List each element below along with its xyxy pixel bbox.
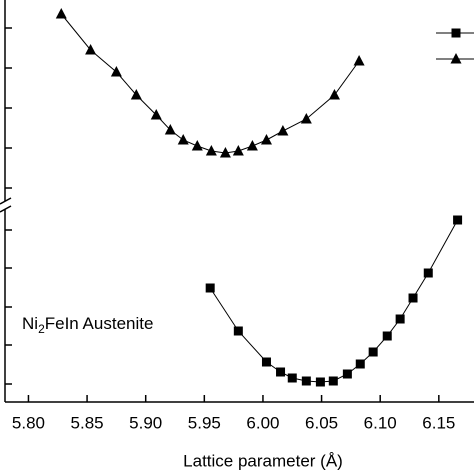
marker-triangle <box>232 145 244 156</box>
series-line <box>60 13 360 154</box>
marker-square <box>382 331 392 341</box>
marker-square <box>342 369 352 379</box>
marker-triangle <box>353 55 365 66</box>
marker-square <box>395 314 405 324</box>
axis-break <box>0 197 12 205</box>
marker-triangle <box>191 140 203 151</box>
marker-square <box>276 367 286 377</box>
x-axis-title: Lattice parameter (Å) <box>183 451 343 470</box>
marker-square <box>423 268 433 278</box>
marker-triangle <box>164 124 176 135</box>
marker-triangle <box>130 89 142 100</box>
marker-square <box>205 283 215 293</box>
marker-square <box>261 357 271 367</box>
marker-square <box>301 376 311 386</box>
axis-break-gap <box>0 201 12 209</box>
marker-square <box>233 326 243 336</box>
x-tick-label: 6.15 <box>422 413 455 432</box>
marker-square <box>355 359 365 369</box>
marker-triangle <box>246 140 258 151</box>
series-line <box>209 219 459 383</box>
x-tick-label: 6.00 <box>246 413 279 432</box>
marker-square <box>315 377 325 387</box>
x-tick-label: 6.05 <box>305 413 338 432</box>
marker-triangle <box>277 125 289 136</box>
x-tick-label: 5.95 <box>188 413 221 432</box>
marker-square <box>453 215 463 225</box>
marker-triangle <box>205 145 217 156</box>
x-tick-label: 5.90 <box>129 413 162 432</box>
marker-square <box>368 347 378 357</box>
marker-triangle <box>55 8 67 19</box>
legend-marker <box>451 28 461 38</box>
x-tick-label: 5.85 <box>71 413 104 432</box>
marker-triangle <box>260 134 272 145</box>
x-tick-label: 5.80 <box>12 413 45 432</box>
annotation: Ni2FeIn Austenite <box>22 314 153 336</box>
marker-triangle <box>219 147 231 158</box>
marker-square <box>287 373 297 383</box>
marker-triangle <box>85 44 97 55</box>
marker-triangle <box>177 134 189 145</box>
axis-break <box>0 205 12 213</box>
marker-triangle <box>110 66 122 77</box>
legend-marker <box>450 53 462 64</box>
marker-triangle <box>150 109 162 120</box>
marker-square <box>408 293 418 303</box>
x-tick-label: 6.10 <box>364 413 397 432</box>
marker-triangle <box>300 113 312 124</box>
marker-square <box>328 376 338 386</box>
marker-triangle <box>328 89 340 100</box>
